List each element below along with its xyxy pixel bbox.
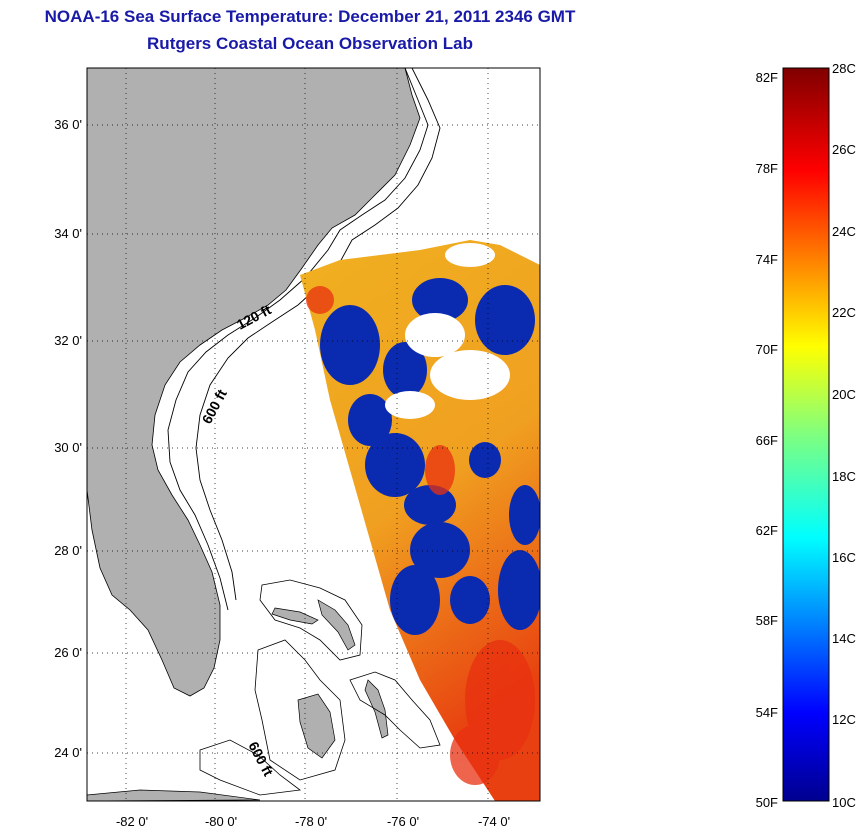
sst-cold-patches bbox=[320, 278, 540, 635]
map-subtitle: Rutgers Coastal Ocean Observation Lab bbox=[147, 34, 473, 53]
colorbar-f-70: 70F bbox=[755, 342, 778, 357]
lat-label-34: 34 0' bbox=[54, 226, 82, 241]
lat-label-24: 24 0' bbox=[54, 745, 82, 760]
lon-label-80: -80 0' bbox=[204, 814, 238, 829]
map-frame bbox=[86, 67, 541, 802]
colorbar bbox=[782, 67, 830, 802]
land-grand-bahama bbox=[271, 607, 319, 625]
colorbar-f-58: 58F bbox=[755, 613, 778, 628]
land-mainland bbox=[87, 68, 421, 697]
colorbar-c-20: 20C bbox=[832, 387, 856, 402]
colorbar-c-16: 16C bbox=[832, 550, 856, 565]
contour-120ft bbox=[167, 68, 429, 611]
contour-bahamas-1 bbox=[259, 579, 363, 661]
colorbar-c-18: 18C bbox=[832, 469, 856, 484]
colorbar-f-78: 78F bbox=[755, 161, 778, 176]
sst-warm-patches bbox=[306, 286, 535, 785]
colorbar-c-10: 10C bbox=[832, 795, 856, 810]
contour-600ft bbox=[195, 68, 441, 601]
lat-label-30: 30 0' bbox=[54, 440, 82, 455]
lat-label-36: 36 0' bbox=[54, 117, 82, 132]
colorbar-c-26: 26C bbox=[832, 142, 856, 157]
contour-bahamas-2 bbox=[254, 639, 346, 781]
lon-label-76: -76 0' bbox=[386, 814, 420, 829]
lat-label-28: 28 0' bbox=[54, 543, 82, 558]
land-eleuthera bbox=[364, 679, 389, 739]
sst-cloud-gaps bbox=[385, 243, 510, 419]
map-title: NOAA-16 Sea Surface Temperature: Decembe… bbox=[44, 7, 576, 26]
land-great-abaco bbox=[317, 599, 356, 651]
colorbar-c-14: 14C bbox=[832, 631, 856, 646]
colorbar-c-22: 22C bbox=[832, 305, 856, 320]
land-andros bbox=[297, 693, 336, 759]
colorbar-f-62: 62F bbox=[755, 523, 778, 538]
colorbar-f-50: 50F bbox=[755, 795, 778, 810]
colorbar-f-74: 74F bbox=[755, 252, 778, 267]
contour-bahamas-3 bbox=[349, 671, 441, 749]
contour-bahamas-4 bbox=[199, 739, 302, 796]
colorbar-c-12: 12C bbox=[832, 712, 856, 727]
lon-label-82: -82 0' bbox=[115, 814, 149, 829]
colorbar-f-54: 54F bbox=[755, 705, 778, 720]
colorbar-f-66: 66F bbox=[755, 433, 778, 448]
colorbar-c-28: 28C bbox=[832, 61, 856, 76]
colorbar-f-82: 82F bbox=[755, 70, 778, 85]
lon-label-78: -78 0' bbox=[294, 814, 328, 829]
colorbar-c-24: 24C bbox=[832, 224, 856, 239]
land-cuba-edge bbox=[87, 789, 261, 801]
lat-label-32: 32 0' bbox=[54, 333, 82, 348]
lon-label-74: -74 0' bbox=[477, 814, 511, 829]
map-gridlines bbox=[87, 68, 540, 801]
lat-label-26: 26 0' bbox=[54, 645, 82, 660]
